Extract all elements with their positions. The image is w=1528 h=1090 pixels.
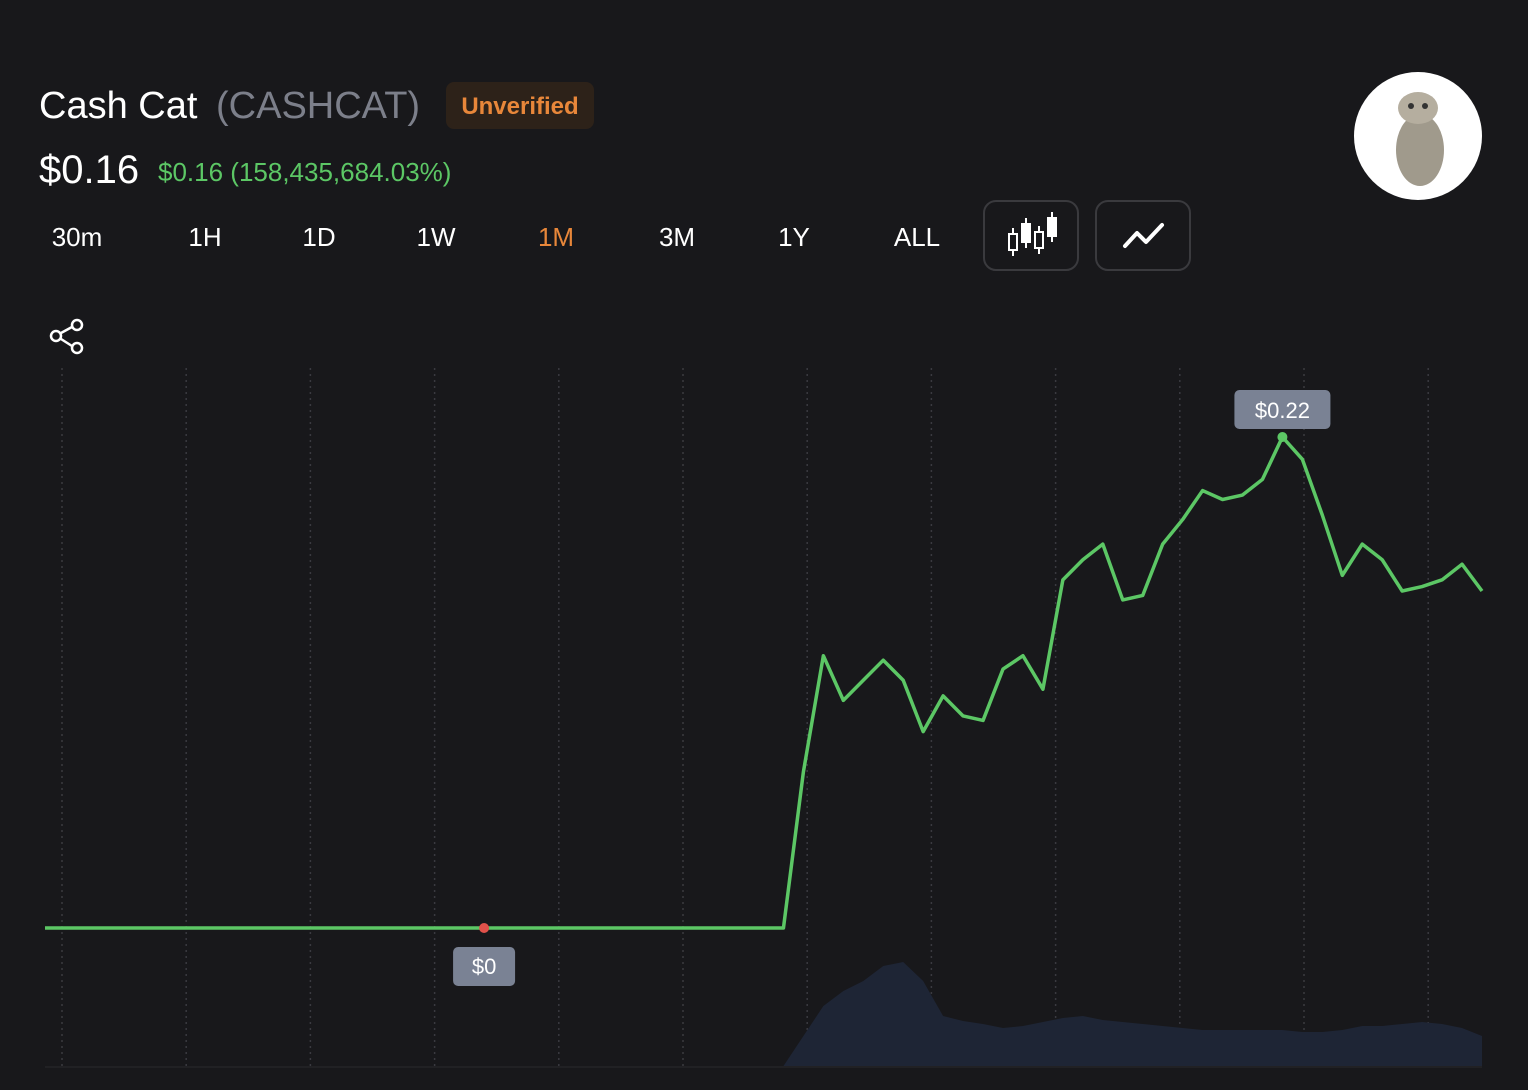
badge-bg	[446, 82, 594, 129]
max-label-bg	[1234, 390, 1331, 429]
min-label: $0	[472, 954, 496, 979]
token-name: Cash Cat	[39, 85, 198, 127]
timeframe-tab[interactable]: 3M	[659, 222, 695, 252]
line-button[interactable]	[1095, 200, 1191, 271]
avatar	[1354, 72, 1482, 200]
share-icon[interactable]	[49, 318, 84, 355]
badge: Unverified	[461, 93, 578, 120]
max-label: $0.22	[1255, 398, 1310, 423]
timeframe-tab[interactable]: 30m	[52, 222, 103, 252]
timeframe-tab[interactable]: 1H	[188, 222, 221, 252]
price-change: $0.16 (158,435,684.03%)	[158, 157, 451, 187]
price-line	[45, 435, 1484, 930]
max-marker	[1277, 432, 1288, 442]
chart: $0.22 $0	[45, 368, 1484, 1068]
price: $0.16	[39, 148, 139, 192]
timeframe-tab[interactable]: 1D	[302, 222, 335, 252]
timeframe-tabs: 30m 1H 1D 1W 1M 3M 1Y ALL	[52, 222, 940, 252]
volume-area	[45, 962, 1482, 1066]
timeframe-tab[interactable]: 1M	[538, 222, 574, 252]
min-label-bg	[453, 947, 516, 986]
timeframe-tab[interactable]: 1Y	[778, 222, 810, 252]
timeframe-tab[interactable]: 1W	[417, 222, 456, 252]
token-ticker: (CASHCAT)	[216, 85, 420, 127]
min-marker	[479, 923, 490, 933]
timeframe-tab[interactable]: ALL	[894, 222, 940, 252]
candle-button[interactable]	[983, 200, 1079, 271]
